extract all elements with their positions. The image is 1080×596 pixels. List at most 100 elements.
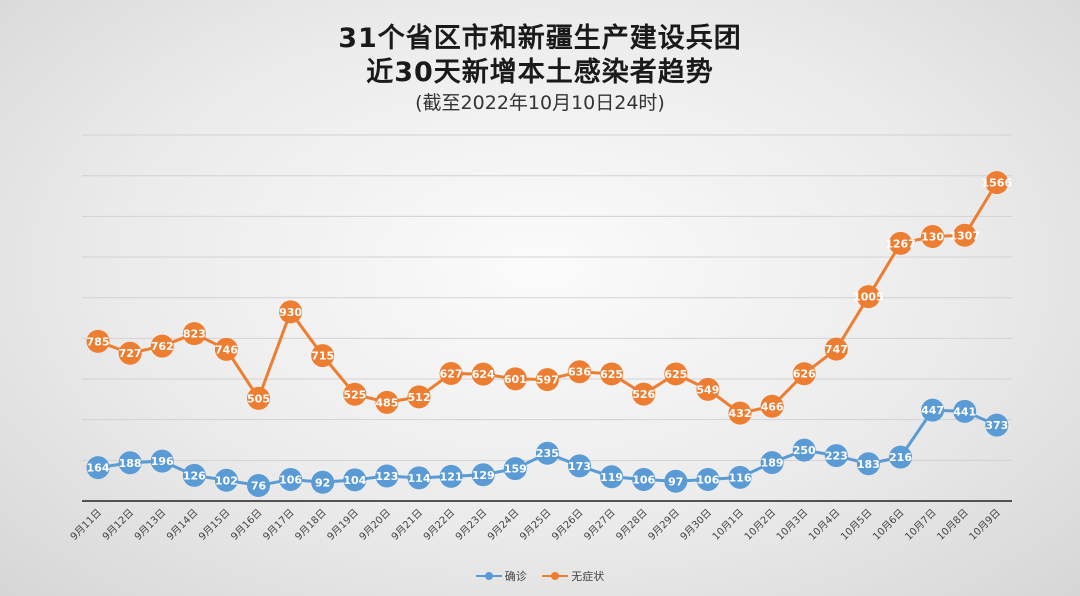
data-label-confirmed: 441 xyxy=(953,405,976,418)
data-label-confirmed: 106 xyxy=(279,473,302,486)
data-point-confirmed xyxy=(375,464,399,488)
chart-subtitle: (截至2022年10月10日24时) xyxy=(415,92,665,114)
data-label-confirmed: 114 xyxy=(408,472,431,485)
data-label-asymptomatic: 727 xyxy=(119,347,142,360)
data-label-asymptomatic: 1566 xyxy=(981,177,1012,190)
data-point-asymptomatic xyxy=(503,367,527,391)
data-point-asymptomatic xyxy=(856,285,880,309)
data-point-confirmed xyxy=(503,457,527,481)
data-label-confirmed: 76 xyxy=(251,480,267,493)
data-point-confirmed xyxy=(889,445,912,469)
x-tick-label: 10月8日 xyxy=(935,507,971,543)
data-label-confirmed: 97 xyxy=(668,475,683,488)
legend-label-confirmed: 确诊 xyxy=(504,570,527,583)
x-tick-label: 9月11日 xyxy=(68,507,104,543)
data-label-confirmed: 106 xyxy=(696,473,719,486)
data-label-confirmed: 447 xyxy=(921,404,944,417)
data-point-confirmed xyxy=(471,463,495,487)
x-tick-label: 9月29日 xyxy=(646,507,682,543)
data-point-confirmed xyxy=(664,469,688,493)
data-point-asymptomatic xyxy=(824,337,848,361)
data-point-confirmed xyxy=(921,398,945,422)
legend-item-confirmed[interactable]: 确诊 xyxy=(475,568,527,584)
data-label-confirmed: 188 xyxy=(119,457,142,470)
data-label-asymptomatic: 485 xyxy=(375,396,398,409)
data-label-asymptomatic: 597 xyxy=(536,374,559,387)
data-label-asymptomatic: 785 xyxy=(87,335,110,348)
data-point-confirmed xyxy=(568,454,591,478)
legend-swatch-asymptomatic xyxy=(542,571,569,581)
x-tick-label: 9月19日 xyxy=(325,507,361,543)
data-point-asymptomatic xyxy=(118,341,142,365)
data-point-confirmed xyxy=(824,444,848,468)
data-label-confirmed: 123 xyxy=(375,470,398,483)
data-label-asymptomatic: 526 xyxy=(632,388,655,401)
data-label-confirmed: 183 xyxy=(857,458,880,471)
data-label-asymptomatic: 747 xyxy=(825,343,848,356)
chart-title-line1: 31个省区市和新疆生产建设兵团 xyxy=(338,23,742,54)
data-label-asymptomatic: 930 xyxy=(279,306,302,319)
x-tick-label: 9月21日 xyxy=(389,507,425,543)
data-label-confirmed: 119 xyxy=(600,471,623,484)
x-tick-label: 9月25日 xyxy=(517,507,553,543)
data-point-confirmed xyxy=(86,456,110,480)
x-tick-label: 9月16日 xyxy=(228,507,264,543)
x-tick-label: 10月6日 xyxy=(870,507,906,543)
data-label-confirmed: 159 xyxy=(504,463,527,476)
legend-item-asymptomatic[interactable]: 无症状 xyxy=(542,568,604,584)
data-label-confirmed: 106 xyxy=(632,473,655,486)
data-point-confirmed xyxy=(760,451,784,475)
x-tick-label: 10月9日 xyxy=(967,507,1003,543)
x-tick-label: 9月23日 xyxy=(453,507,489,543)
data-label-asymptomatic: 512 xyxy=(408,391,431,404)
legend-swatch-confirmed xyxy=(475,571,502,581)
data-point-asymptomatic xyxy=(568,360,591,384)
data-point-confirmed xyxy=(439,464,463,488)
data-point-asymptomatic xyxy=(343,382,367,406)
x-tick-label: 9月28日 xyxy=(614,507,650,543)
data-point-confirmed xyxy=(728,465,752,489)
data-label-confirmed: 196 xyxy=(151,455,174,468)
x-tick-label: 10月2日 xyxy=(742,507,778,543)
data-label-asymptomatic: 601 xyxy=(504,373,527,386)
data-label-confirmed: 373 xyxy=(985,419,1008,432)
x-tick-label: 9月22日 xyxy=(421,507,457,543)
data-point-asymptomatic xyxy=(889,231,912,255)
data-label-asymptomatic: 525 xyxy=(343,388,366,401)
data-label-confirmed: 129 xyxy=(472,469,495,482)
data-point-asymptomatic xyxy=(728,401,752,425)
chart-legend: 确诊 无症状 xyxy=(0,568,1080,584)
data-point-asymptomatic xyxy=(632,382,656,406)
data-point-asymptomatic xyxy=(985,171,1009,195)
x-tick-label: 9月27日 xyxy=(582,507,618,543)
data-label-confirmed: 126 xyxy=(183,469,206,482)
x-tick-label: 10月4日 xyxy=(806,507,842,543)
data-point-asymptomatic xyxy=(439,362,463,386)
data-point-confirmed xyxy=(279,467,303,491)
data-point-asymptomatic xyxy=(535,368,559,392)
x-tick-label: 9月18日 xyxy=(293,507,329,543)
data-label-asymptomatic: 626 xyxy=(793,368,816,381)
chart-title-block: 31个省区市和新疆生产建设兵团 近30天新增本土感染者趋势 (截至2022年10… xyxy=(0,22,1080,116)
data-label-confirmed: 216 xyxy=(889,451,912,464)
data-label-confirmed: 235 xyxy=(536,447,559,460)
data-label-asymptomatic: 432 xyxy=(729,407,752,420)
x-tick-label: 9月20日 xyxy=(357,507,393,543)
x-tick-label: 10月5日 xyxy=(838,507,874,543)
data-label-confirmed: 164 xyxy=(87,462,110,475)
data-point-asymptomatic xyxy=(279,300,303,324)
x-tick-label: 9月12日 xyxy=(100,507,136,543)
data-label-confirmed: 116 xyxy=(729,471,752,484)
data-point-confirmed xyxy=(247,474,270,498)
data-point-asymptomatic xyxy=(664,362,688,386)
data-point-confirmed xyxy=(696,467,720,491)
data-point-confirmed xyxy=(150,449,174,473)
data-label-confirmed: 102 xyxy=(215,474,238,487)
data-point-asymptomatic xyxy=(696,377,720,401)
data-label-asymptomatic: 505 xyxy=(247,392,270,405)
x-tick-label: 10月3日 xyxy=(774,507,810,543)
data-point-asymptomatic xyxy=(921,225,945,249)
data-point-confirmed xyxy=(311,470,335,494)
data-point-confirmed xyxy=(953,399,977,423)
x-tick-label: 10月7日 xyxy=(903,507,939,543)
